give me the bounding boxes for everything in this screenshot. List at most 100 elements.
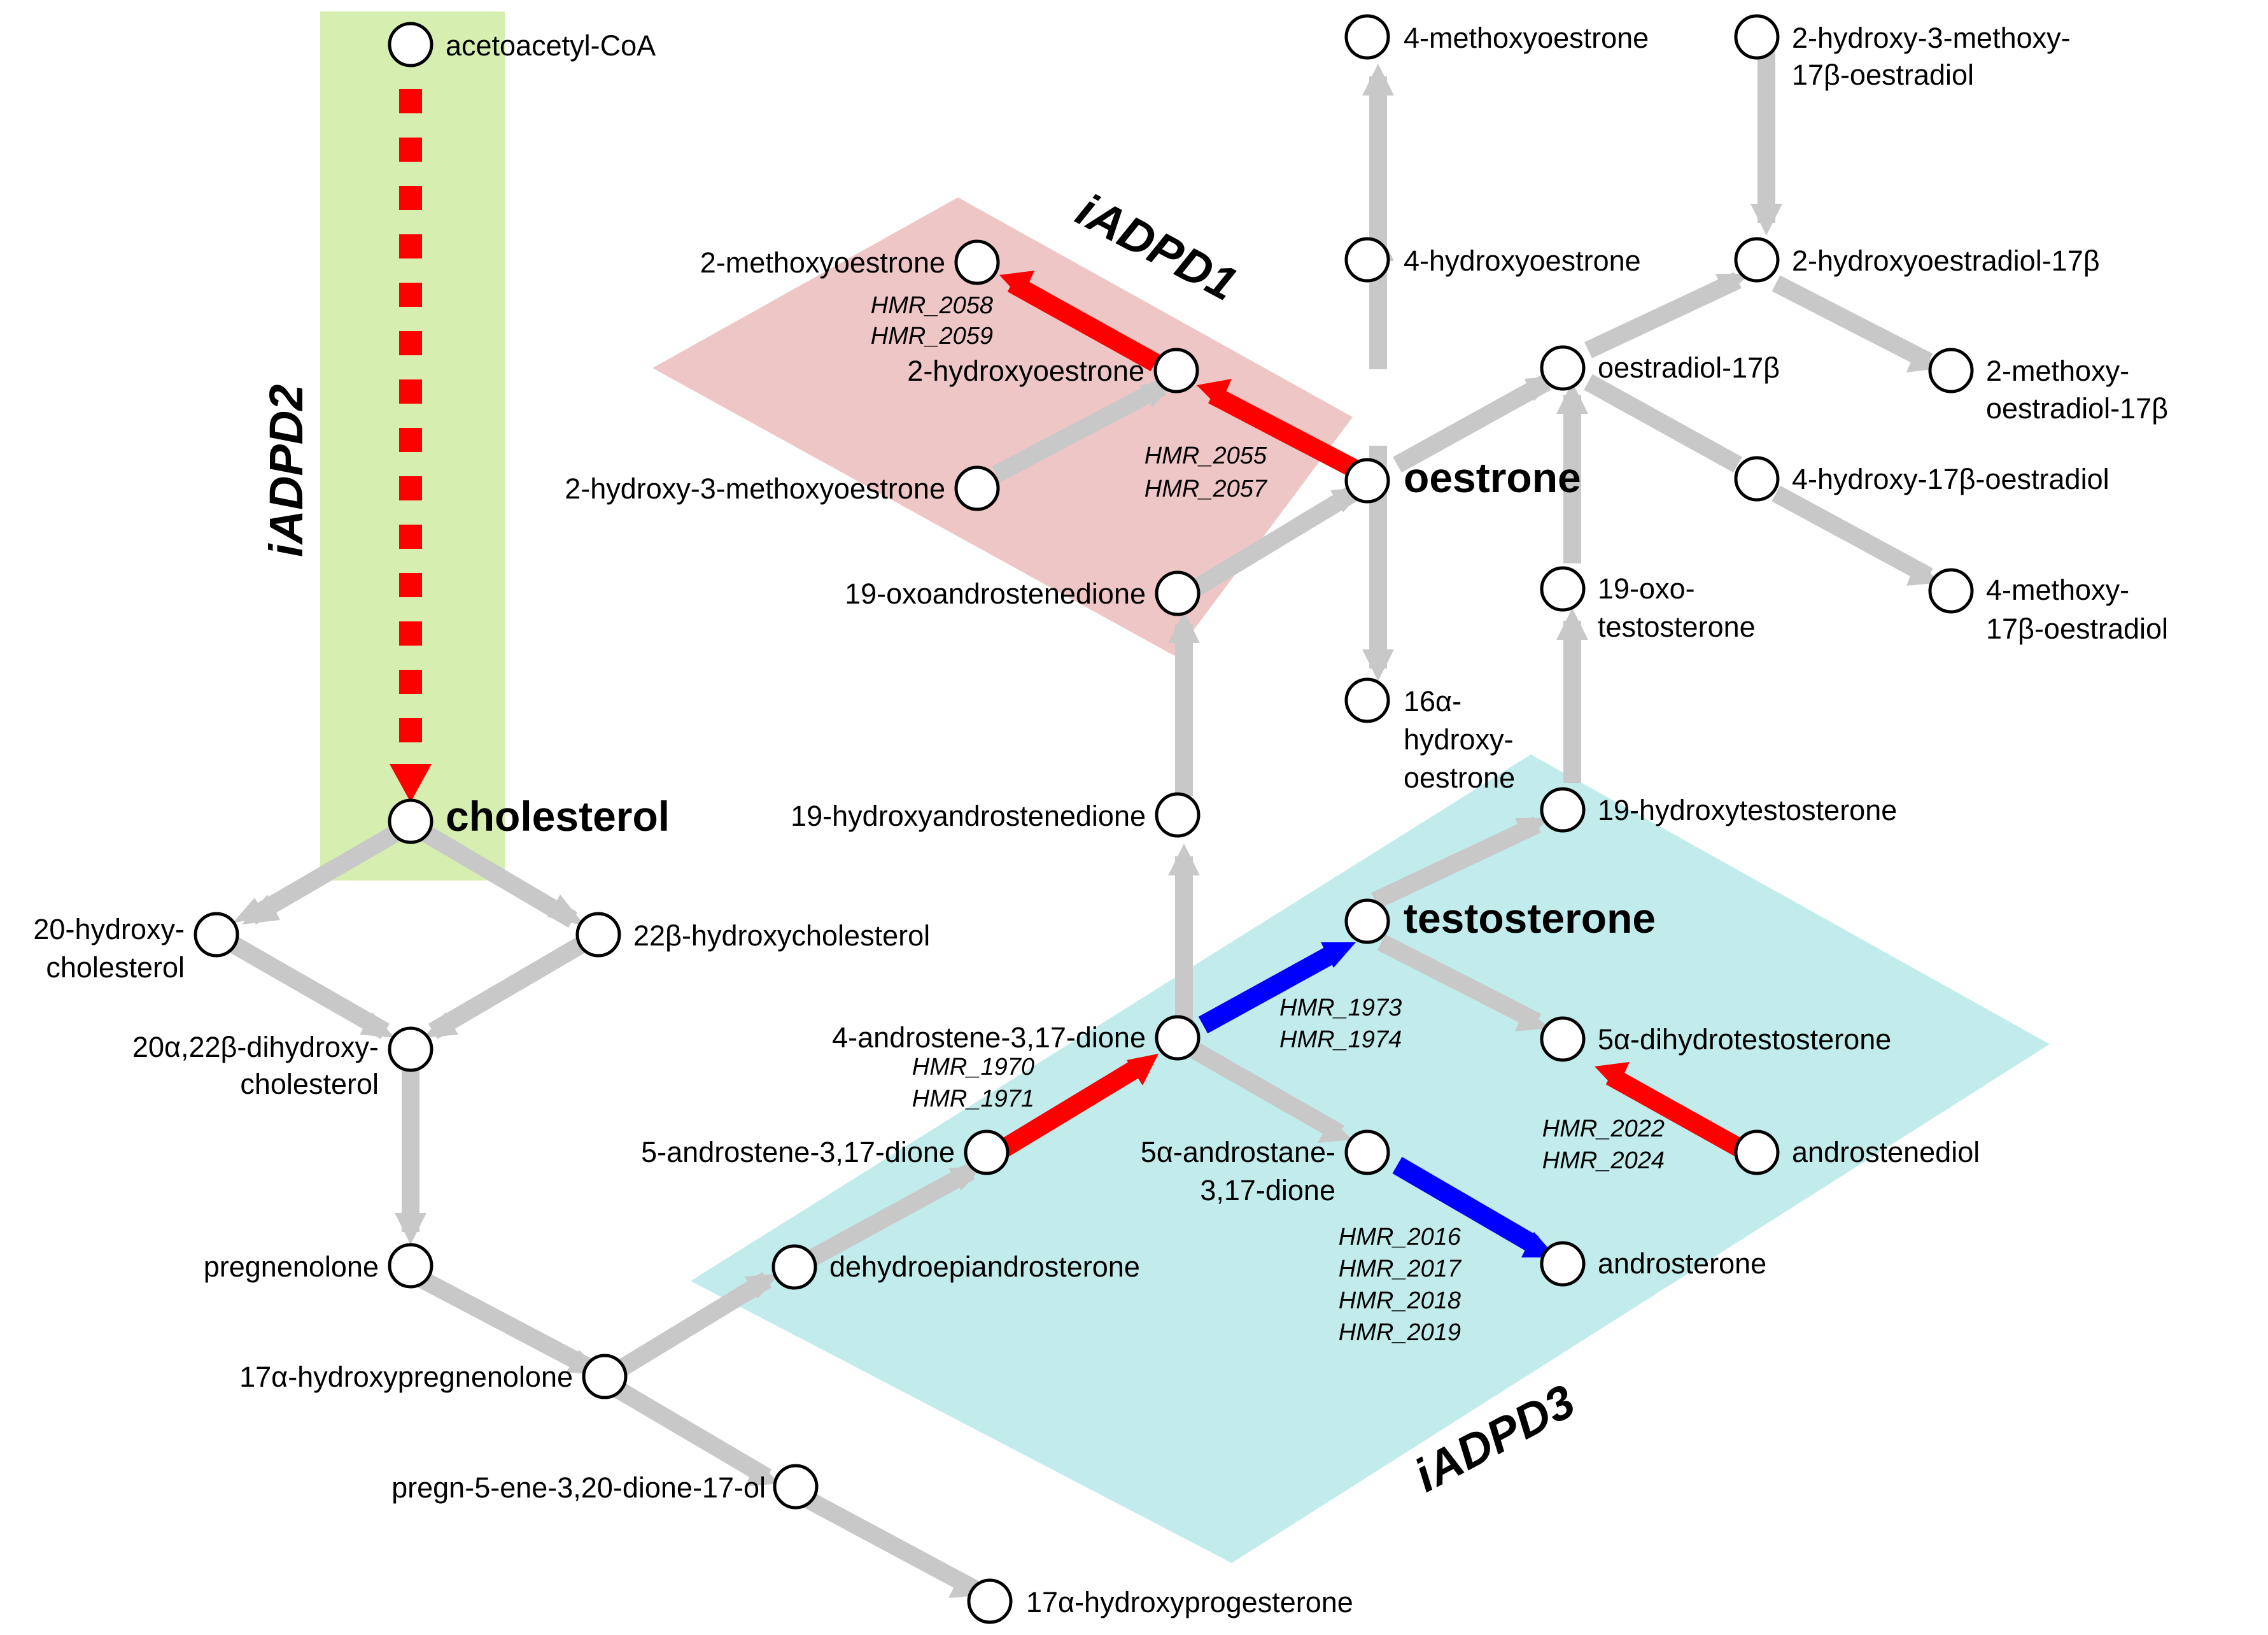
metabolite-labels: acetoacetyl-CoA cholesterol 20-hydroxy- …: [33, 22, 2168, 1618]
label-4-methoxyoestrone: 4-methoxyoestrone: [1404, 22, 1649, 54]
node-androstenediol[interactable]: [1734, 1129, 1780, 1175]
gene-label: HMR_1971: [912, 1086, 1034, 1112]
gene-label: HMR_2057: [1145, 476, 1268, 502]
label-testosterone: testosterone: [1404, 895, 1656, 942]
red-edges: [399, 89, 1752, 1161]
gene-label: HMR_1973: [1279, 994, 1402, 1021]
node-dihydrotestosterone[interactable]: [1540, 1016, 1586, 1062]
node-4-methoxyoestrone[interactable]: [1344, 14, 1390, 60]
label-2-hydroxy-3-methoxy-oestradiol-2: 17β-oestradiol: [1792, 59, 1974, 91]
gene-label: HMR_2058: [871, 292, 993, 319]
label-16a-hydroxyoestrone-3: oestrone: [1404, 761, 1515, 794]
node-oestradiol[interactable]: [1540, 345, 1586, 391]
label-19-oxotestosterone-2: testosterone: [1598, 611, 1756, 643]
node-17a-hydroxypregnenolone[interactable]: [582, 1354, 628, 1399]
gene-label: HMR_2059: [871, 323, 993, 350]
node-19-oxotestosterone[interactable]: [1540, 566, 1586, 612]
label-5a-androstanedione-1: 5α-androstane-: [1141, 1136, 1335, 1168]
node-4-androstenedione[interactable]: [1155, 1015, 1201, 1061]
node-2-hydroxyoestradiol[interactable]: [1734, 237, 1780, 283]
label-dihydrotestosterone: 5α-dihydrotestosterone: [1598, 1023, 1891, 1056]
label-20-hydroxycholesterol-1: 20-hydroxy-: [33, 913, 185, 945]
gene-label: HMR_2019: [1339, 1319, 1461, 1346]
gene-label: HMR_1974: [1279, 1026, 1402, 1053]
label-5a-androstanedione-2: 3,17-dione: [1200, 1174, 1335, 1207]
label-oestradiol: oestradiol-17β: [1598, 351, 1780, 384]
node-acetoacetyl-coa[interactable]: [388, 22, 433, 67]
node-pregnenolone[interactable]: [388, 1243, 433, 1289]
gene-label: HMR_2017: [1339, 1256, 1462, 1282]
label-19-oxoandrostenedione: 19-oxoandrostenedione: [845, 577, 1146, 610]
red-arrowheads: [390, 271, 1630, 1090]
node-2-hydroxy-3-methoxyoestrone[interactable]: [954, 465, 1000, 511]
label-19-oxotestosterone-1: 19-oxo-: [1598, 572, 1695, 605]
node-dihydroxycholesterol[interactable]: [388, 1026, 433, 1072]
label-pregnenedione: pregn-5-ene-3,20-dione-17-ol: [391, 1471, 766, 1504]
gene-label: HMR_2022: [1542, 1115, 1665, 1142]
label-cholesterol: cholesterol: [446, 793, 670, 840]
metabolite-nodes: [194, 14, 1974, 1624]
label-androstenediol: androstenediol: [1792, 1136, 1980, 1168]
node-16a-hydroxyoestrone[interactable]: [1344, 677, 1390, 723]
region-label-iadpd2: iADPD2: [260, 385, 313, 557]
node-dhea[interactable]: [771, 1244, 817, 1290]
node-cholesterol[interactable]: [388, 798, 433, 844]
node-5-androstenedione[interactable]: [964, 1129, 1010, 1175]
node-17a-hydroxyprogesterone[interactable]: [967, 1578, 1013, 1624]
region-iadpd1: [652, 197, 1353, 656]
gray-edges: [212, 51, 1933, 1597]
label-2-methoxyoestrone: 2-methoxyoestrone: [700, 246, 945, 279]
label-19-hydroxytestosterone: 19-hydroxytestosterone: [1598, 794, 1897, 826]
label-20-hydroxycholesterol-2: cholesterol: [46, 951, 185, 984]
node-androsterone[interactable]: [1540, 1241, 1586, 1287]
label-2-hydroxy-3-methoxy-oestradiol-1: 2-hydroxy-3-methoxy-: [1792, 22, 2071, 54]
label-17a-hydroxypregnenolone: 17α-hydroxypregnenolone: [239, 1361, 573, 1393]
label-16a-hydroxyoestrone-1: 16α-: [1404, 685, 1462, 718]
node-5a-androstanedione[interactable]: [1344, 1129, 1390, 1175]
label-dihydroxycholesterol-1: 20α,22β-dihydroxy-: [132, 1031, 379, 1063]
node-19-oxoandrostenedione[interactable]: [1155, 570, 1201, 616]
label-2-hydroxy-3-methoxyoestrone: 2-hydroxy-3-methoxyoestrone: [565, 472, 945, 505]
label-4-hydroxy-oestradiol: 4-hydroxy-17β-oestradiol: [1792, 463, 2110, 495]
gene-labels: HMR_2058 HMR_2059 HMR_2055 HMR_2057 HMR_…: [871, 292, 1665, 1346]
label-4-androstenedione: 4-androstene-3,17-dione: [832, 1021, 1146, 1054]
node-oestrone[interactable]: [1344, 458, 1390, 504]
label-5-androstenedione: 5-androstene-3,17-dione: [641, 1136, 955, 1168]
node-20-hydroxycholesterol[interactable]: [194, 912, 239, 958]
node-19-hydroxyandrostenedione[interactable]: [1155, 792, 1201, 838]
label-2-methoxy-oestradiol-2: oestradiol-17β: [1986, 392, 2168, 425]
node-4-methoxy-oestradiol[interactable]: [1928, 568, 1974, 614]
gene-label: HMR_1970: [912, 1054, 1034, 1080]
label-dhea: dehydroepiandrosterone: [829, 1250, 1140, 1283]
label-2-methoxy-oestradiol-1: 2-methoxy-: [1986, 355, 2129, 387]
label-4-methoxy-oestradiol-2: 17β-oestradiol: [1986, 612, 2168, 645]
label-4-methoxy-oestradiol-1: 4-methoxy-: [1986, 574, 2129, 606]
node-4-hydroxyoestrone[interactable]: [1344, 237, 1390, 283]
node-19-hydroxytestosterone[interactable]: [1540, 787, 1586, 833]
label-acetoacetyl-coa: acetoacetyl-CoA: [446, 29, 656, 62]
node-pregnenedione[interactable]: [773, 1464, 819, 1510]
label-4-hydroxyoestrone: 4-hydroxyoestrone: [1404, 244, 1641, 277]
label-17a-hydroxyprogesterone: 17α-hydroxyprogesterone: [1026, 1586, 1353, 1618]
node-testosterone[interactable]: [1344, 898, 1390, 944]
label-19-hydroxyandrostenedione: 19-hydroxyandrostenedione: [791, 800, 1146, 832]
node-2-hydroxy-3-methoxy-oestradiol[interactable]: [1734, 14, 1780, 60]
blue-edges: [1198, 946, 1539, 1253]
label-2-hydroxyoestradiol: 2-hydroxyoestradiol-17β: [1792, 244, 2100, 277]
label-androsterone: androsterone: [1598, 1247, 1766, 1280]
node-2-methoxy-oestradiol[interactable]: [1928, 348, 1974, 393]
gene-label: HMR_2016: [1339, 1224, 1462, 1250]
node-2-hydroxyoestrone[interactable]: [1153, 348, 1199, 393]
label-dihydroxycholesterol-2: cholesterol: [240, 1068, 379, 1100]
node-22b-hydroxycholesterol[interactable]: [575, 912, 621, 958]
label-2-hydroxyoestrone: 2-hydroxyoestrone: [907, 355, 1145, 387]
label-16a-hydroxyoestrone-2: hydroxy-: [1404, 723, 1514, 756]
label-oestrone: oestrone: [1404, 454, 1581, 501]
gene-label: HMR_2055: [1145, 442, 1267, 469]
label-pregnenolone: pregnenolone: [204, 1250, 379, 1283]
gene-label: HMR_2024: [1542, 1147, 1665, 1174]
gene-label: HMR_2018: [1339, 1287, 1461, 1314]
node-4-hydroxy-oestradiol[interactable]: [1734, 456, 1780, 502]
node-2-methoxyoestrone[interactable]: [954, 239, 1000, 285]
